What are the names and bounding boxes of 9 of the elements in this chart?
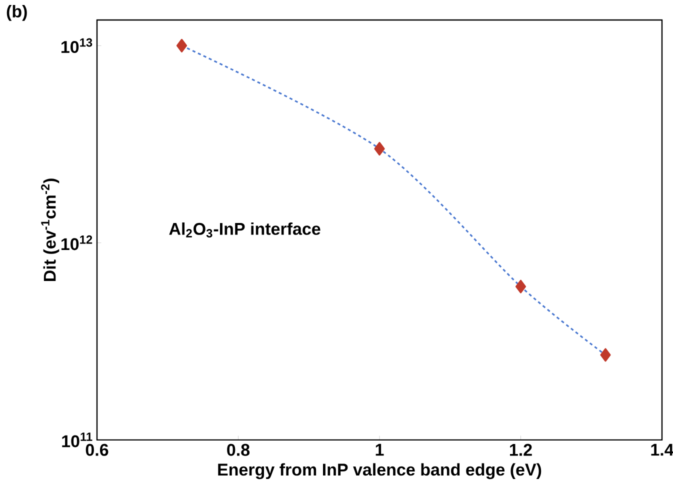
annotation: Al$_{2}$O$_{3}$-InP interface [169,222,320,238]
x-tick-label: 1.2 [510,444,532,456]
text: (b) [6,5,27,21]
x-axis-title: Energy from InP valence band edge (eV) [218,463,542,480]
x-tick-label: 0.8 [227,444,250,456]
y-tick-label: 10$^{13}$ [61,38,92,54]
y-tick-label: 10$^{12}$ [61,235,92,250]
y-axis-title: Dit (ev$^{-1}$cm$^{-2}$) [41,178,60,281]
x-tick-label: 1 [376,444,384,456]
